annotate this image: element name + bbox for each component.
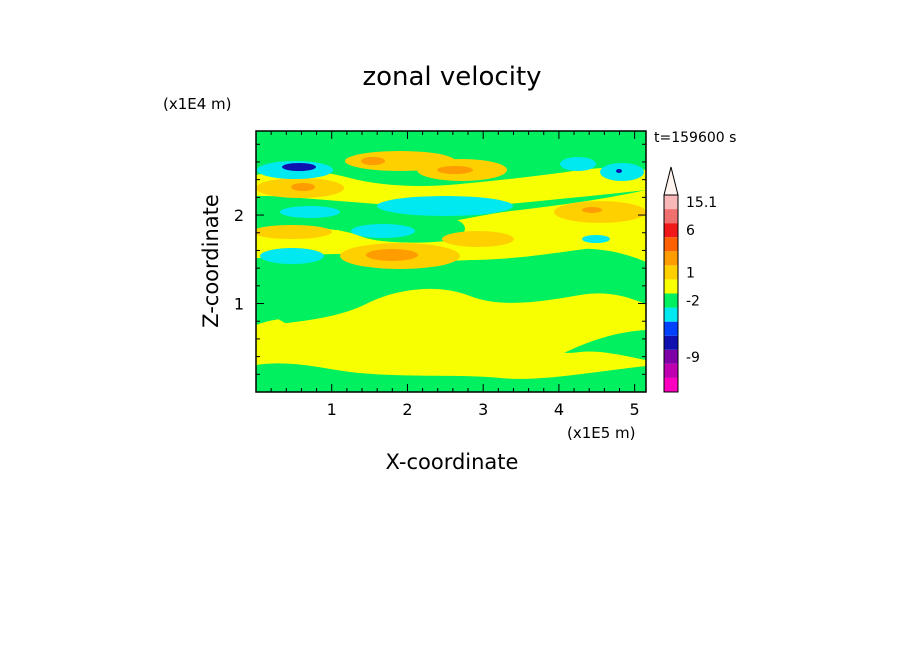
x-tick-label: 3	[478, 400, 488, 419]
colorbar-band	[664, 293, 678, 308]
x-tick-label: 1	[327, 400, 337, 419]
contour-neg-mid	[280, 206, 340, 218]
colorbar-band	[664, 349, 678, 364]
chart-title: zonal velocity	[362, 62, 541, 92]
contour-pos-mid	[366, 249, 418, 261]
colorbar-band	[664, 363, 678, 378]
contour-pos-weak	[442, 231, 514, 247]
contour-pos-weak	[554, 201, 646, 223]
contour-field	[256, 131, 646, 392]
colorbar-band	[664, 209, 678, 224]
contour-neg-mid	[582, 235, 610, 243]
x-tick-label: 5	[630, 400, 640, 419]
colorbar: 15.1 6 1 -2 -9	[663, 166, 717, 393]
colorbar-band	[664, 307, 678, 322]
colorbar-band	[664, 335, 678, 350]
colorbar-label: 1	[686, 265, 695, 281]
colorbar-label: -9	[686, 350, 700, 366]
contour-neg-weak	[256, 363, 646, 392]
contour-background-band	[256, 167, 646, 207]
colorbar-label: -2	[686, 294, 700, 310]
x-axis-label: X-coordinate	[386, 450, 519, 474]
time-label: t=159600 s	[654, 130, 736, 146]
colorbar-band	[664, 195, 678, 210]
colorbar-band	[664, 265, 678, 280]
contour-background-band	[256, 288, 646, 360]
colorbar-band	[664, 251, 678, 266]
contour-neg-mid	[600, 163, 644, 181]
colorbar-band	[664, 223, 678, 238]
contour-neg-mid	[377, 196, 513, 216]
x-tick-label: 2	[402, 400, 412, 419]
colorbar-band	[664, 377, 678, 392]
y-tick-label: 1	[234, 295, 244, 314]
contour-neg-strong	[616, 169, 622, 173]
contour-neg-strong	[282, 163, 316, 171]
colorbar-band	[664, 237, 678, 252]
y-tick-label: 2	[234, 206, 244, 225]
contour-neg-mid	[560, 157, 596, 171]
contour-neg-mid	[260, 248, 324, 264]
y-axis-ticks: 12	[234, 143, 646, 375]
colorbar-triangle	[663, 166, 679, 196]
colorbar-band	[664, 279, 678, 294]
contour-pos-weak	[256, 225, 332, 239]
contour-pos-mid	[582, 207, 602, 213]
y-scale-label: (x1E4 m)	[163, 95, 232, 113]
colorbar-label: 15.1	[686, 195, 717, 211]
contour-pos-mid	[361, 157, 385, 165]
contour-pos-mid	[437, 166, 473, 174]
colorbar-band	[664, 321, 678, 336]
x-tick-label: 4	[554, 400, 564, 419]
y-axis-label: Z-coordinate	[199, 194, 223, 328]
colorbar-label: 6	[686, 223, 695, 239]
contour-neg-mid	[351, 224, 415, 238]
contour-pos-mid	[291, 183, 315, 191]
x-axis-ticks: 1 2 3 4 5	[270, 131, 640, 419]
plot-frame	[255, 130, 647, 393]
x-scale-label: (x1E5 m)	[567, 424, 636, 442]
colorbar-frame	[663, 194, 679, 393]
